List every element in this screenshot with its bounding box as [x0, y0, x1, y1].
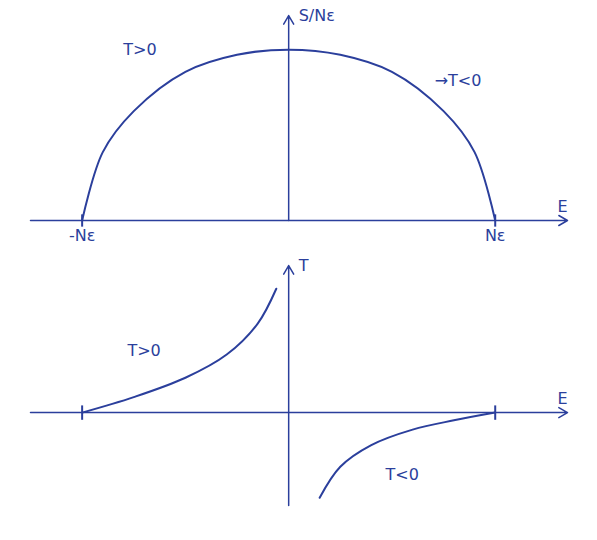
svg-text:E: E — [557, 197, 567, 216]
svg-text:S/Nε: S/Nε — [299, 6, 335, 25]
svg-text:T<0: T<0 — [385, 465, 419, 484]
svg-text:→T<0: →T<0 — [435, 71, 482, 90]
svg-text:Nε: Nε — [485, 226, 506, 245]
svg-text:T>0: T>0 — [126, 341, 160, 360]
svg-text:-Nε: -Nε — [69, 226, 95, 245]
svg-text:T: T — [298, 256, 309, 275]
svg-text:T>0: T>0 — [122, 40, 156, 59]
svg-text:E: E — [557, 389, 567, 408]
